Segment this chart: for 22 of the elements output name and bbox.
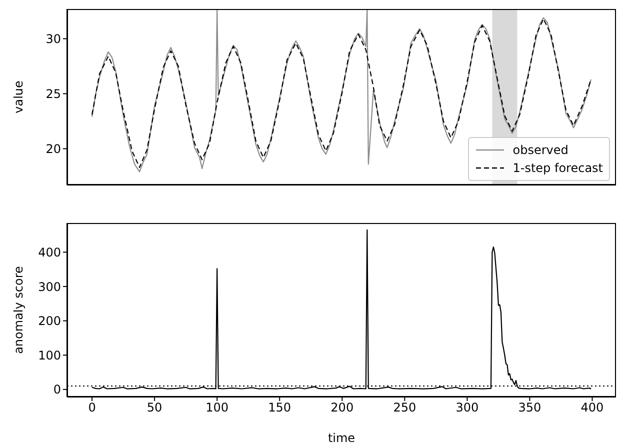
x-tick-label: 250: [393, 400, 416, 415]
x-axis-title: time: [328, 431, 356, 445]
x-tick-label: 300: [456, 400, 479, 415]
x-tick-label: 0: [88, 400, 96, 415]
y-tick-label: 100: [38, 348, 61, 362]
y-axis-title: value: [11, 80, 26, 114]
x-tick-label: 50: [146, 400, 162, 415]
y-axis-title: anomaly score: [11, 266, 26, 354]
x-tick-label: 100: [206, 400, 229, 415]
y-tick-label: 400: [38, 245, 61, 260]
x-tick-label: 150: [268, 400, 292, 415]
y-tick-label: 0: [53, 382, 61, 397]
x-tick-label: 350: [518, 400, 542, 415]
y-tick-label: 25: [46, 86, 61, 101]
x-tick-label: 200: [330, 400, 354, 415]
y-tick-label: 300: [38, 280, 61, 294]
y-tick-label: 20: [46, 142, 61, 156]
legend-label: observed: [512, 142, 568, 159]
legend-label: 1-step forecast: [512, 160, 603, 177]
y-tick-label: 30: [46, 32, 61, 46]
x-tick-label: 400: [580, 400, 604, 415]
y-tick-label: 200: [38, 314, 61, 328]
